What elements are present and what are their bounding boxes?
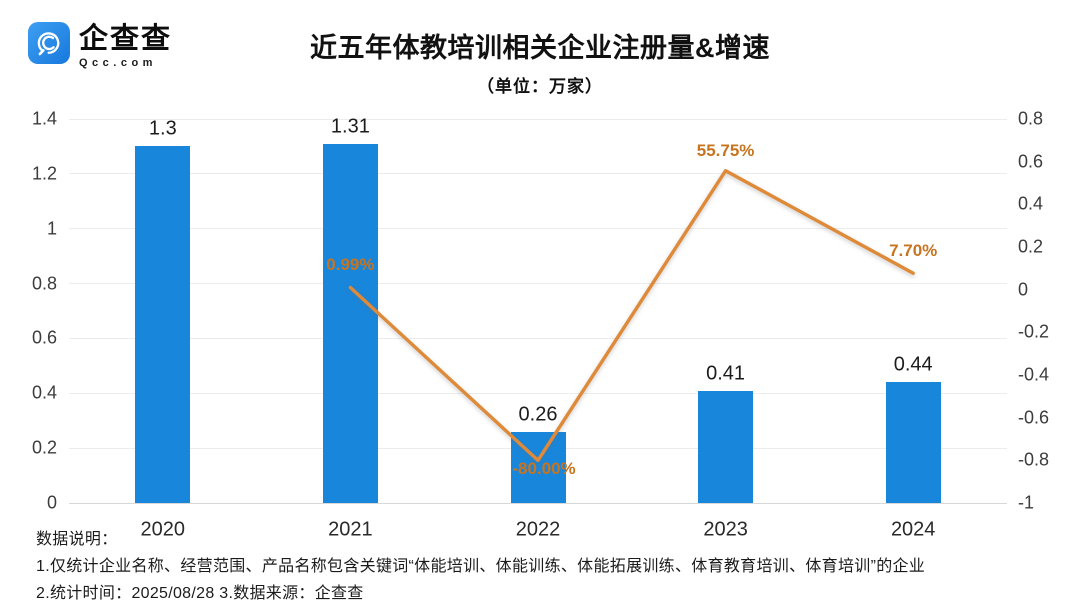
growth-value-label: 7.70% bbox=[889, 241, 938, 261]
left-axis-tick: 0.4 bbox=[31, 382, 57, 403]
logo-domain: Qcc.com bbox=[79, 57, 157, 69]
right-axis-tick: -0.6 bbox=[1018, 407, 1050, 428]
right-axis-tick: 0.8 bbox=[1018, 108, 1044, 129]
x-axis-label: 2021 bbox=[328, 518, 373, 541]
right-axis-tick: 0.6 bbox=[1018, 151, 1044, 172]
footnote-line1: 1.仅统计企业名称、经营范围、产品名称包含关键词“体能培训、体能训练、体能拓展训… bbox=[36, 558, 926, 575]
left-axis-tick: 1.4 bbox=[31, 108, 57, 129]
gridline bbox=[69, 392, 1007, 394]
gridline bbox=[69, 337, 1007, 339]
qcc-logo-text: 企查查 Qcc.com bbox=[79, 23, 173, 70]
right-axis-tick: 0.2 bbox=[1018, 236, 1044, 257]
x-axis-label: 2024 bbox=[890, 518, 936, 541]
gridline bbox=[69, 228, 1007, 230]
right-axis-tick: -0.4 bbox=[1018, 364, 1050, 385]
gridline bbox=[69, 173, 1007, 175]
gridline bbox=[69, 502, 1007, 504]
bar-value-label: 1.31 bbox=[330, 115, 370, 138]
growth-value-label: 55.75% bbox=[696, 140, 755, 160]
left-axis-tick: 0.2 bbox=[31, 437, 57, 458]
gridline bbox=[69, 283, 1007, 285]
bar-2021 bbox=[322, 143, 378, 503]
right-axis-tick: -0.8 bbox=[1018, 449, 1050, 470]
left-axis-tick: 1.2 bbox=[31, 163, 57, 184]
gridline bbox=[69, 118, 1007, 120]
left-axis-tick: 0.8 bbox=[31, 273, 57, 294]
right-axis-tick: 0.4 bbox=[1018, 193, 1044, 214]
bar-value-label: 0.44 bbox=[893, 353, 933, 376]
qcc-logo: 企查查 Qcc.com bbox=[28, 22, 172, 69]
growth-value-label: 0.99% bbox=[326, 254, 375, 274]
bar-2024 bbox=[885, 382, 941, 503]
bar-value-label: 1.3 bbox=[148, 117, 177, 140]
x-axis-label: 2023 bbox=[703, 518, 748, 541]
logo-name: 企查查 bbox=[79, 23, 173, 55]
right-axis-tick: -1 bbox=[1018, 492, 1035, 513]
x-axis-label: 2022 bbox=[515, 518, 561, 541]
left-axis-tick: 1 bbox=[46, 218, 57, 239]
left-axis-tick: 0 bbox=[46, 492, 57, 513]
qcc-spiral-icon bbox=[37, 32, 60, 56]
growth-value-label: -80.00% bbox=[512, 459, 576, 479]
bar-value-label: 0.26 bbox=[518, 403, 558, 426]
footnote-line2: 2.统计时间：2025/08/28 3.数据来源：企查查 bbox=[36, 585, 364, 602]
left-axis-tick: 0.6 bbox=[31, 327, 57, 348]
bar-value-label: 0.41 bbox=[706, 362, 746, 385]
x-axis-label: 2020 bbox=[140, 518, 186, 541]
bar-2023 bbox=[698, 390, 754, 503]
footnote-label: 数据说明： bbox=[36, 531, 118, 548]
right-axis-tick: 0 bbox=[1018, 279, 1029, 300]
bar-2020 bbox=[135, 146, 191, 503]
right-axis-tick: -0.2 bbox=[1018, 321, 1050, 342]
qcc-logo-badge bbox=[28, 22, 70, 64]
